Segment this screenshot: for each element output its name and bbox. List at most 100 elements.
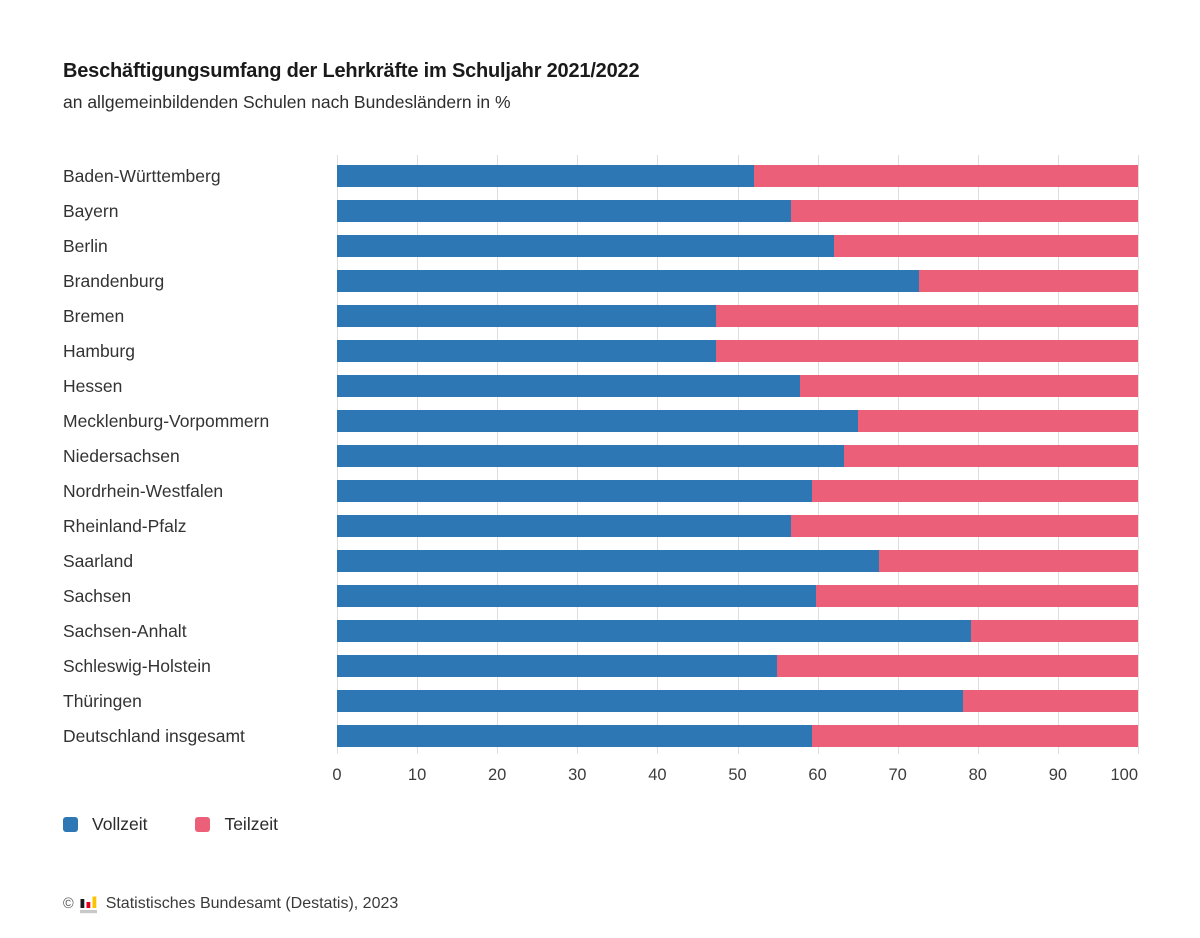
x-tick-label: 70 [888,766,907,784]
category-label: Nordrhein-Westfalen [63,481,224,501]
category-label: Berlin [63,236,108,256]
x-tick-label: 100 [1110,766,1138,784]
x-tick-label: 90 [1048,766,1068,784]
bar-segment-teilzeit [791,200,1138,222]
category-label: Schleswig-Holstein [63,656,211,676]
x-axis: 0 10 20 30 40 50 60 70 80 90 100 [332,766,1138,792]
chart-row: Sachsen-Anhalt [63,620,1138,655]
category-label: Baden-Württemberg [63,166,221,186]
bar-track [337,585,1138,607]
category-label: Rheinland-Pfalz [63,516,187,536]
bar-segment-teilzeit [811,725,1138,747]
bar-segment-teilzeit [753,165,1138,187]
copyright-symbol: © [63,896,74,912]
chart-row: Baden-Württemberg [63,165,1138,200]
source-text: Statistisches Bundesamt (Destatis), 2023 [105,895,399,912]
chart-row: Hamburg [63,340,1138,375]
category-label: Thüringen [63,691,142,711]
bar-segment-vollzeit [337,375,800,397]
bar-segment-vollzeit [337,165,754,187]
x-tick-label: 50 [728,766,747,784]
legend-item-vollzeit: Vollzeit [63,814,147,834]
category-label: Mecklenburg-Vorpommern [63,411,270,431]
bar-segment-vollzeit [337,655,777,677]
bar-track [337,270,1138,292]
category-label: Niedersachsen [63,446,180,466]
bar-segment-teilzeit [971,620,1138,642]
bar-segment-vollzeit [337,620,972,642]
chart-title: Beschäftigungsumfang der Lehrkräfte im S… [63,60,640,82]
category-label: Saarland [63,551,134,571]
stacked-bar-chart: Baden-Württemberg Bayern Berlin Brandenburg… [63,155,1139,784]
bar-track [337,690,1138,712]
legend-label: Teilzeit [224,814,278,834]
legend-item-teilzeit: Teilzeit [195,814,278,834]
destatis-logo-icon [79,896,97,914]
bar-track [337,235,1138,257]
chart-row: Rheinland-Pfalz [63,515,1138,550]
source-line: © Statistisches Bundesamt (Destatis), 20… [63,894,398,914]
bar-track [337,305,1138,327]
bar-segment-vollzeit [337,340,716,362]
category-label: Hamburg [63,341,135,361]
gridline [1138,155,1139,754]
chart-row: Sachsen [63,585,1138,620]
bar-track [337,655,1138,677]
bar-segment-teilzeit [879,550,1138,572]
bar-track [337,480,1138,502]
legend-swatch [63,816,78,832]
chart-row: Bayern [63,200,1138,235]
bar-segment-vollzeit [337,445,845,467]
x-tick-label: 80 [968,766,987,784]
bar-segment-vollzeit [337,235,834,257]
category-label: Deutschland insgesamt [63,726,245,746]
bar-track [337,620,1138,642]
bar-segment-teilzeit [791,515,1138,537]
bar-segment-teilzeit [857,410,1138,432]
x-tick-label: 30 [568,766,587,784]
chart-row: Saarland [63,550,1138,585]
category-label: Sachsen [63,586,132,606]
x-tick-label: 40 [648,766,667,784]
chart-row: Berlin [63,235,1138,270]
bar-segment-teilzeit [833,235,1138,257]
bar-segment-teilzeit [715,340,1138,362]
bar-track [337,550,1138,572]
chart-row: Niedersachsen [63,445,1138,480]
bar-track [337,725,1138,747]
bar-segment-vollzeit [337,585,816,607]
bar-segment-vollzeit [337,515,792,537]
chart-row: Thüringen [63,690,1138,725]
category-label: Brandenburg [63,271,165,291]
chart-row: Mecklenburg-Vorpommern [63,410,1138,445]
chart-row: Deutschland insgesamt [63,725,1138,747]
bar-track [337,410,1138,432]
x-tick-label: 10 [407,766,427,784]
bar-segment-teilzeit [918,270,1138,292]
bar-segment-vollzeit [337,725,812,747]
chart-row: Bremen [63,305,1138,340]
category-label: Bayern [63,201,119,221]
bar-segment-vollzeit [337,270,919,292]
bar-segment-vollzeit [337,550,880,572]
category-label: Bremen [63,306,125,326]
bar-segment-teilzeit [844,445,1138,467]
bar-segment-teilzeit [962,690,1138,712]
bar-segment-vollzeit [337,200,792,222]
category-label: Sachsen-Anhalt [63,621,187,641]
bar-segment-vollzeit [337,690,963,712]
chart-subtitle: an allgemeinbildenden Schulen nach Bunde… [63,92,511,112]
x-tick-label: 60 [808,766,827,784]
bar-segment-vollzeit [337,410,858,432]
bar-track [337,375,1138,397]
chart-row: Schleswig-Holstein [63,655,1138,690]
bar-segment-teilzeit [815,585,1138,607]
x-tick-label: 20 [488,766,507,784]
legend: Vollzeit Teilzeit [63,814,278,834]
chart-row: Nordrhein-Westfalen [63,480,1138,515]
bar-segment-teilzeit [776,655,1138,677]
legend-swatch [195,816,211,832]
bar-track [337,200,1138,222]
chart-rows: Baden-Württemberg Bayern Berlin Brandenburg… [63,165,1138,747]
